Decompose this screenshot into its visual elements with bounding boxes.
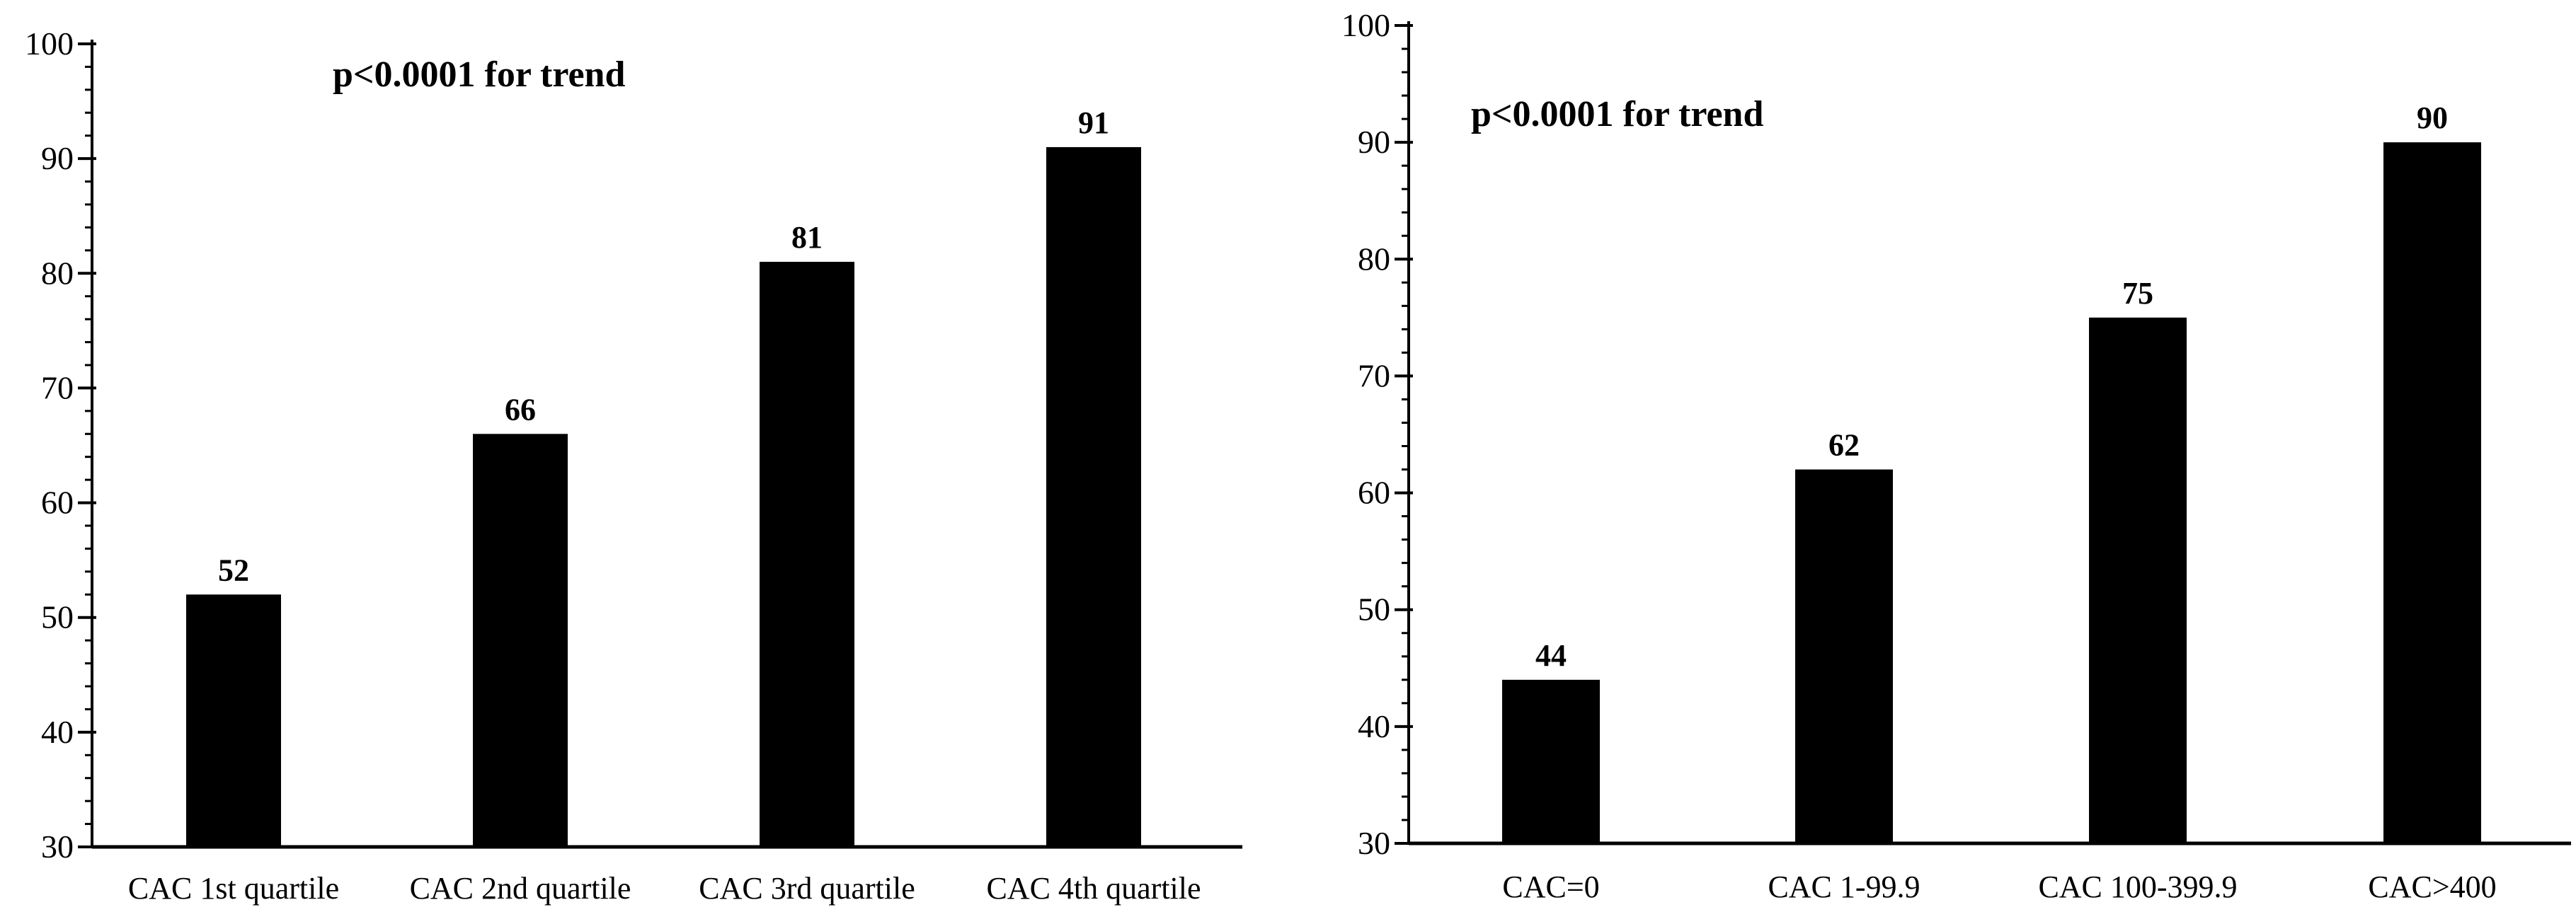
bar xyxy=(1046,146,1141,847)
bar-value-label: 44 xyxy=(1535,638,1567,673)
bar xyxy=(760,262,854,848)
y-tick-label: 60 xyxy=(41,485,74,521)
x-category-label: CAC 100-399.9 xyxy=(2038,870,2237,904)
bar xyxy=(1502,679,1600,843)
bar-value-label: 52 xyxy=(218,553,249,587)
y-tick-label: 30 xyxy=(41,829,74,865)
chart-panel-quartiles: p<0.0001 for trend 30 40 50 60 70 80 90 100 52 CA… xyxy=(25,25,1242,906)
bar xyxy=(473,434,568,847)
trend-annotation: p<0.0001 for trend xyxy=(333,54,625,95)
y-tick-label: 80 xyxy=(41,255,74,291)
x-category-label: CAC 3rd quartile xyxy=(699,871,915,906)
y-tick-label: 100 xyxy=(1341,7,1390,43)
y-tick-label: 30 xyxy=(1358,825,1390,861)
y-tick-label: 70 xyxy=(1358,357,1390,393)
y-tick-label: 50 xyxy=(1358,591,1390,628)
y-tick-label: 90 xyxy=(41,140,74,176)
x-category-label: CAC=0 xyxy=(1502,870,1599,904)
bar-value-label: 75 xyxy=(2122,276,2153,311)
bar-value-label: 62 xyxy=(1828,428,1860,463)
bar xyxy=(2089,317,2187,843)
y-tick-label: 50 xyxy=(41,599,74,635)
y-tick-label: 60 xyxy=(1358,475,1390,511)
y-tick-label: 40 xyxy=(1358,708,1390,744)
chart-panel-cac-groups: p<0.0001 for trend 30 40 50 60 70 80 90 100 44 CA… xyxy=(1341,7,2571,904)
bar-value-label: 90 xyxy=(2417,100,2448,135)
x-category-label: CAC 2nd quartile xyxy=(410,871,631,906)
bar-value-label: 66 xyxy=(505,392,536,427)
bar xyxy=(2383,142,2481,844)
x-category-label: CAC 4th quartile xyxy=(986,871,1201,906)
y-tick-label: 40 xyxy=(41,714,74,750)
y-tick-label: 80 xyxy=(1358,241,1390,277)
bar xyxy=(186,594,281,847)
y-tick-label: 90 xyxy=(1358,124,1390,160)
x-category-label: CAC>400 xyxy=(2368,870,2496,904)
y-tick-label: 100 xyxy=(25,25,74,62)
trend-annotation: p<0.0001 for trend xyxy=(1471,94,1763,134)
bar-value-label: 81 xyxy=(791,220,823,255)
y-tick-label: 70 xyxy=(41,369,74,405)
bar xyxy=(1795,469,1893,843)
x-category-label: CAC 1-99.9 xyxy=(1768,870,1920,904)
x-category-label: CAC 1st quartile xyxy=(128,871,339,906)
bar-value-label: 91 xyxy=(1078,105,1109,140)
